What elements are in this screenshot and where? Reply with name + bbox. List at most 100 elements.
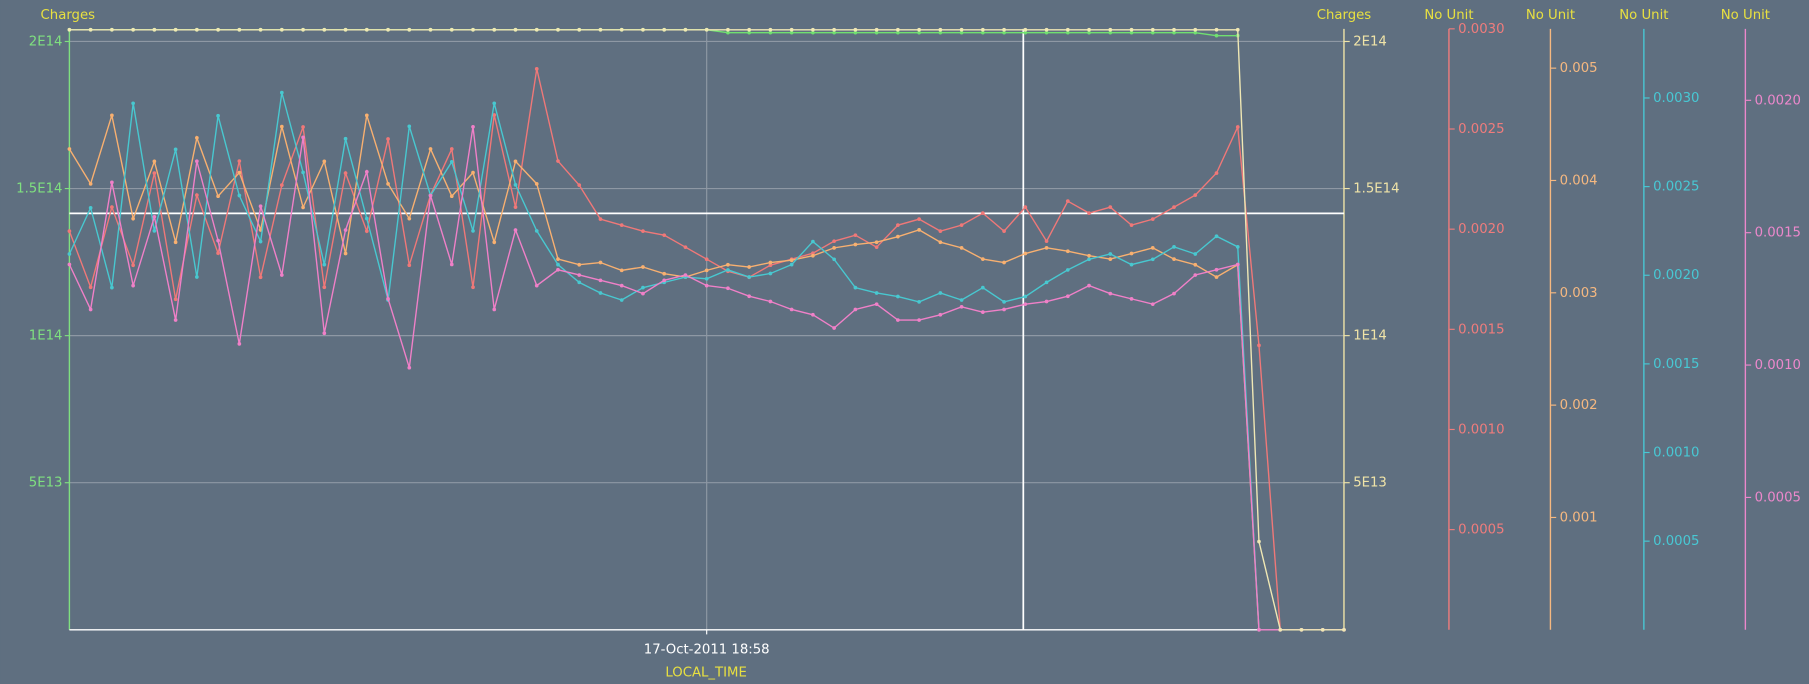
data-point (1172, 245, 1176, 249)
data-point (1342, 627, 1346, 632)
data-point (258, 204, 263, 209)
data-point (811, 251, 815, 256)
data-point (1108, 252, 1113, 256)
data-point (152, 27, 157, 32)
data-point (1193, 193, 1198, 197)
data-point (492, 113, 497, 117)
data-point (322, 27, 327, 32)
data-point (1002, 30, 1006, 35)
data-point (789, 27, 794, 32)
data-point (195, 27, 199, 32)
data-point (917, 318, 921, 322)
data-point (938, 30, 943, 35)
data-point (938, 312, 943, 317)
data-point (874, 240, 879, 245)
data-point (1235, 27, 1240, 32)
data-point (577, 280, 582, 285)
x-axis-label: LOCAL_TIME (665, 665, 746, 680)
data-point (67, 27, 72, 32)
data-point (471, 124, 475, 129)
data-point (1002, 299, 1006, 304)
data-point (1172, 27, 1176, 32)
y-tick-label: 0.0005 (1755, 490, 1801, 505)
data-point (896, 27, 900, 32)
data-point (1002, 27, 1006, 32)
data-point (386, 137, 390, 141)
y-tick-label: 0.0010 (1458, 422, 1504, 437)
data-point (1193, 30, 1198, 35)
data-point (1257, 343, 1261, 348)
data-point (343, 171, 348, 175)
data-point (683, 273, 688, 277)
data-point (959, 223, 964, 227)
data-point (598, 27, 603, 32)
data-point (598, 278, 603, 283)
y-tick-label: 0.0025 (1653, 180, 1699, 195)
data-point (492, 240, 497, 245)
data-point (938, 229, 943, 234)
data-point (152, 159, 157, 164)
data-point (110, 285, 114, 290)
data-point (811, 312, 815, 317)
data-point (641, 265, 645, 269)
y-axis-title: No Unit (1721, 8, 1770, 23)
data-point (237, 170, 242, 175)
data-point (173, 27, 178, 32)
data-point (619, 27, 624, 32)
data-point (131, 216, 135, 221)
data-point (556, 267, 560, 272)
data-point (364, 27, 369, 32)
data-point (322, 159, 327, 164)
y-tick-label: 0.0020 (1458, 222, 1504, 237)
y-tick-label: 0.0020 (1755, 93, 1801, 108)
data-point (258, 239, 263, 244)
data-point (1150, 246, 1155, 250)
data-point (641, 229, 645, 234)
data-point (428, 27, 433, 32)
data-point (1065, 30, 1070, 35)
data-point (726, 262, 730, 267)
data-point (386, 27, 390, 32)
y-tick-label: 0.0015 (1653, 357, 1699, 372)
data-point (1193, 27, 1198, 32)
data-point (704, 283, 709, 288)
data-point (789, 307, 794, 312)
y-tick-label: 0.005 (1560, 61, 1598, 76)
data-point (216, 194, 220, 199)
data-point (322, 262, 327, 267)
data-point (449, 27, 454, 32)
data-point (874, 302, 879, 307)
data-point (789, 30, 794, 35)
data-point (619, 298, 624, 302)
data-point (301, 205, 305, 210)
data-point (980, 27, 985, 32)
data-point (1087, 253, 1091, 258)
y-tick-label: 5E13 (29, 476, 63, 491)
y-tick-label: 2E14 (1353, 34, 1387, 49)
data-point (938, 240, 943, 245)
data-point (1172, 30, 1176, 35)
data-point (556, 257, 560, 261)
data-point (662, 271, 667, 276)
data-point (832, 239, 836, 244)
data-point (811, 27, 815, 32)
data-point (1193, 262, 1198, 267)
data-point (662, 233, 667, 238)
data-point (407, 216, 412, 221)
data-point (1299, 627, 1304, 632)
data-point (1002, 307, 1006, 312)
data-point (67, 147, 72, 151)
data-point (1065, 249, 1070, 254)
data-point (67, 252, 72, 256)
data-point (407, 365, 412, 370)
data-point (1108, 291, 1113, 296)
data-point (343, 136, 348, 141)
y-axis-title: No Unit (1526, 8, 1575, 23)
y-tick-label: 0.0005 (1458, 523, 1504, 538)
data-point (853, 233, 858, 238)
y-axis-title: Charges (1317, 8, 1372, 23)
data-point (301, 135, 305, 140)
data-point (534, 27, 539, 32)
y-axis-title: No Unit (1619, 8, 1668, 23)
